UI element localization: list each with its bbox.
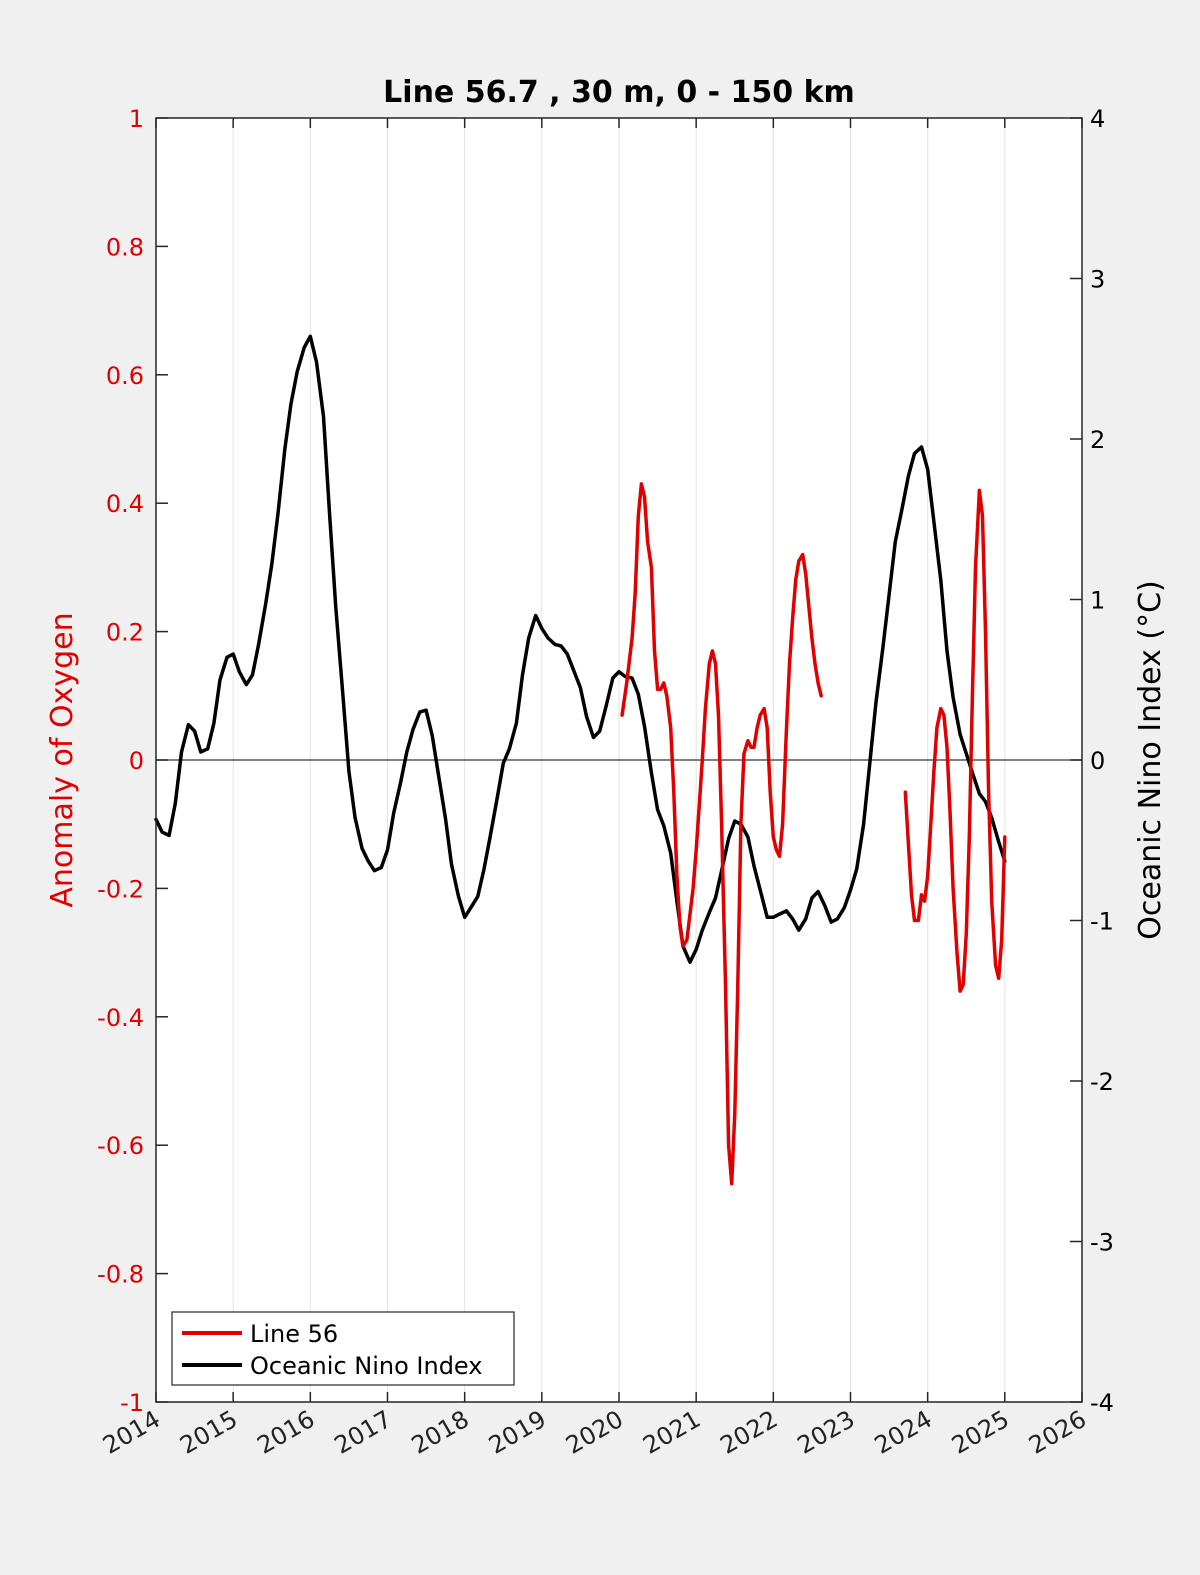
y-tick-label-left: -0.2: [97, 875, 144, 903]
plot-frame: [155, 117, 1083, 1403]
legend-label-line-56: Line 56: [250, 1320, 338, 1348]
y-axis-label-left: Anomaly of Oxygen: [45, 612, 80, 907]
y-tick-label-right: -4: [1090, 1389, 1114, 1417]
y-tick-label-left: 0.4: [106, 490, 144, 518]
y-tick-label-left: 0.2: [106, 619, 144, 647]
y-tick-label-left: 0.8: [106, 233, 144, 261]
x-tick-label: 2025: [947, 1405, 1014, 1460]
y-tick-label-left: -0.4: [97, 1004, 144, 1032]
x-tick-label: 2021: [638, 1405, 705, 1460]
x-tick-label: 2015: [175, 1405, 242, 1460]
y-tick-label-left: 0: [129, 747, 144, 775]
y-tick-label-right: 2: [1090, 426, 1105, 454]
y-tick-label-left: -0.6: [97, 1132, 144, 1160]
legend-box: [171, 1311, 515, 1386]
y-tick-label-right: -2: [1090, 1068, 1114, 1096]
oni-series-line: [154, 334, 1007, 964]
x-tick-label: 2020: [561, 1405, 628, 1460]
x-tick-label: 2024: [870, 1405, 937, 1460]
x-tick-label: 2016: [252, 1405, 319, 1460]
y-tick-label-left: -0.8: [97, 1261, 144, 1289]
x-tick-label: 2022: [715, 1405, 782, 1460]
legend: Line 56 Oceanic Nino Index: [171, 1311, 515, 1386]
chart-title: Line 56.7 , 30 m, 0 - 150 km: [383, 75, 855, 110]
y-tick-label-right: 4: [1090, 105, 1105, 133]
line-56-series-segment: [903, 488, 1007, 993]
y-tick-label-left: -1: [120, 1389, 144, 1417]
y-tick-label-right: 3: [1090, 266, 1105, 294]
y-tick-label-right: 1: [1090, 587, 1105, 615]
y-axis-label-right: Oceanic Nino Index (°C): [1133, 580, 1168, 940]
x-tick-label: 2019: [484, 1405, 551, 1460]
line-56-series-segment: [620, 482, 823, 1186]
y-tick-label-left: 0.6: [106, 362, 144, 390]
x-tick-label: 2023: [793, 1405, 860, 1460]
x-tick-label: 2026: [1024, 1405, 1091, 1460]
y-tick-label-left: 1: [129, 105, 144, 133]
legend-label-oni: Oceanic Nino Index: [250, 1352, 482, 1380]
x-tick-label: 2017: [330, 1405, 397, 1460]
y-tick-label-right: -1: [1090, 908, 1114, 936]
y-tick-label-right: -3: [1090, 1229, 1114, 1257]
x-tick-label: 2018: [407, 1405, 474, 1460]
y-tick-label-right: 0: [1090, 747, 1105, 775]
plot-lines: [154, 334, 1082, 1186]
